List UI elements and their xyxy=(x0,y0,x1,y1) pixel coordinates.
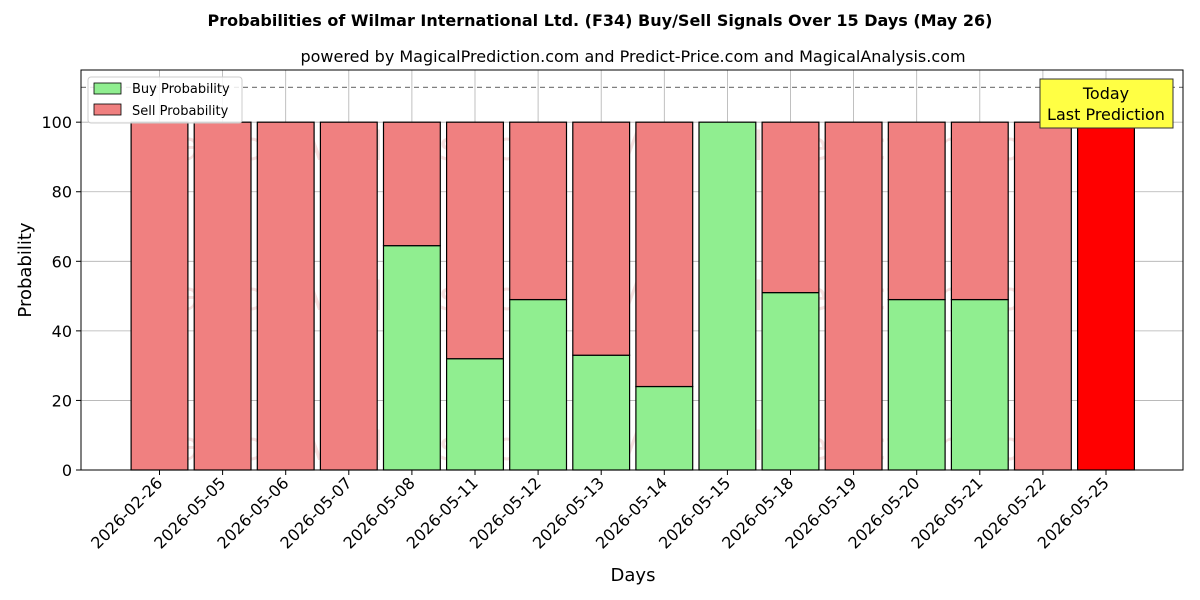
bar-sell-2026-05-20 xyxy=(887,121,946,301)
bar-buy-2026-05-12 xyxy=(509,298,568,471)
y-tick-label: 40 xyxy=(52,322,72,341)
bar-sell-2026-05-21 xyxy=(950,121,1009,301)
bar-sell-2026-05-18 xyxy=(761,121,820,294)
bars xyxy=(130,121,1135,471)
legend: Buy Probability Sell Probability xyxy=(87,76,243,124)
y-tick-label: 20 xyxy=(52,391,72,410)
bar-sell-2026-05-25 xyxy=(1076,121,1135,471)
bar-buy-2026-05-08 xyxy=(382,245,441,471)
annotation-line-today: Today xyxy=(1082,84,1129,103)
y-tick-label: 80 xyxy=(52,183,72,202)
bar-sell-2026-05-13 xyxy=(572,121,631,356)
bar-buy-2026-05-14 xyxy=(635,385,694,471)
x-axis-ticks: 2026-02-262026-05-052026-05-062026-05-07… xyxy=(87,470,1113,553)
bar-sell-2026-05-07 xyxy=(319,121,378,471)
bar-buy-2026-05-13 xyxy=(572,354,631,471)
bar-buy-2026-05-15 xyxy=(698,121,757,471)
x-axis-label: Days xyxy=(611,565,656,586)
bar-buy-2026-05-18 xyxy=(761,292,820,471)
bar-buy-2026-05-21 xyxy=(950,298,1009,471)
bar-sell-2026-05-19 xyxy=(824,121,883,471)
legend-swatch-buy xyxy=(93,82,122,95)
bar-sell-2026-05-22 xyxy=(1013,121,1072,471)
legend-swatch-sell xyxy=(93,103,122,116)
bar-sell-2026-05-14 xyxy=(635,121,694,388)
legend-label-sell: Sell Probability xyxy=(132,104,229,119)
bar-sell-2026-05-11 xyxy=(446,121,505,360)
y-tick-label: 100 xyxy=(41,113,72,132)
chart-title: Probabilities of Wilmar International Lt… xyxy=(208,11,993,30)
legend-box xyxy=(87,76,243,124)
bar-sell-2026-05-06 xyxy=(256,121,315,471)
chart-subtitle: powered by MagicalPrediction.com and Pre… xyxy=(300,47,965,66)
annotation-box xyxy=(1039,78,1174,129)
today-annotation: Today Last Prediction xyxy=(1039,78,1174,129)
bar-sell-2026-05-08 xyxy=(382,121,441,247)
y-tick-label: 60 xyxy=(52,252,72,271)
bar-buy-2026-05-11 xyxy=(446,358,505,471)
bar-buy-2026-05-20 xyxy=(887,298,946,471)
bar-sell-2026-05-12 xyxy=(509,121,568,301)
y-axis-label: Probability xyxy=(15,222,36,317)
legend-label-buy: Buy Probability xyxy=(132,82,230,97)
bar-sell-2026-05-05 xyxy=(193,121,252,471)
y-axis-ticks: 0 20 40 60 80 100 xyxy=(41,113,81,480)
plot-frame xyxy=(80,69,1184,471)
bar-sell-2026-02-26 xyxy=(130,121,189,471)
annotation-line-last-prediction: Last Prediction xyxy=(1047,105,1165,124)
y-tick-label: 0 xyxy=(62,461,72,480)
